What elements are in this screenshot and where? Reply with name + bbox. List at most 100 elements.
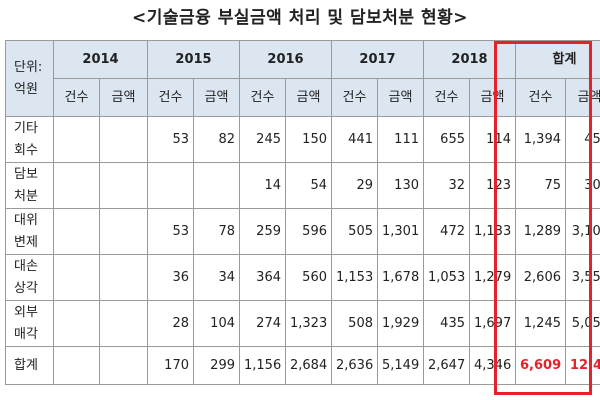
row-label: 매각 <box>14 326 38 342</box>
row-label-cell: 담보 처분 <box>5 162 54 209</box>
table-row: 대손 상각 36 34 364 560 1,153 1,678 1,053 1,279 2,606 3… <box>5 254 600 301</box>
table-cell: 170 <box>147 346 194 385</box>
table-cell: 364 <box>239 254 286 301</box>
table-cell: 5,149 <box>377 346 424 385</box>
table-cell <box>99 208 148 255</box>
table-cell: 2,647 <box>423 346 470 385</box>
table-cell: 2,636 <box>331 346 378 385</box>
year-header-2018: 2018 <box>423 40 516 79</box>
sub-header-amount: 금액 <box>285 78 332 117</box>
table-title: <기술금융 부실금액 처리 및 담보처분 현황> <box>132 8 468 28</box>
table-cell: 5,053 <box>564 300 600 347</box>
row-label-cell: 외부 매각 <box>5 300 54 347</box>
table-cell: 14 <box>239 162 286 209</box>
table-cell: 75 <box>515 162 566 209</box>
table-cell: 1,245 <box>515 300 566 347</box>
table-cell: 1,697 <box>469 300 516 347</box>
table-cell: 307 <box>564 162 600 209</box>
table-cell: 1,394 <box>515 116 566 163</box>
table-cell <box>53 116 100 163</box>
table-cell: 53 <box>147 116 194 163</box>
table-body: 기타회수53822451504411116551141,394457담보처분14… <box>5 116 600 385</box>
table-cell: 104 <box>193 300 240 347</box>
table-row: 담보처분 1454291303212375307 <box>5 162 600 209</box>
table-cell: 655 <box>423 116 470 163</box>
table-cell: 299 <box>193 346 240 385</box>
sub-header-amount: 금액 <box>193 78 240 117</box>
table-cell: 2,606 <box>515 254 566 301</box>
table-cell <box>53 208 100 255</box>
sub-header-count: 건수 <box>423 78 470 117</box>
table-cell: 12,477 <box>564 346 600 385</box>
year-header-2014: 2014 <box>53 40 148 79</box>
data-table: 단위: 억원 2014 2015 2016 2017 2018 합계 건수 금액… <box>5 40 600 385</box>
table-cell: 1,929 <box>377 300 424 347</box>
table-cell: 1,133 <box>469 208 516 255</box>
table-cell <box>193 162 240 209</box>
table-cell <box>99 254 148 301</box>
year-header-total: 합계 <box>514 40 600 79</box>
row-label: 회수 <box>14 142 38 158</box>
table-cell: 3,109 <box>564 208 600 255</box>
table-cell: 111 <box>377 116 424 163</box>
table-cell: 259 <box>239 208 286 255</box>
table-cell: 28 <box>147 300 194 347</box>
sub-header-amount: 금액 <box>377 78 424 117</box>
table-cell: 114 <box>469 116 516 163</box>
table-cell: 130 <box>377 162 424 209</box>
table-cell: 1,289 <box>515 208 566 255</box>
year-header-2016: 2016 <box>239 40 332 79</box>
row-label: 대손 <box>14 258 38 274</box>
table-cell: 1,301 <box>377 208 424 255</box>
table-cell: 1,156 <box>239 346 286 385</box>
table-cell: 2,684 <box>285 346 332 385</box>
table-cell: 54 <box>285 162 332 209</box>
table-cell: 1,153 <box>331 254 378 301</box>
table-cell: 435 <box>423 300 470 347</box>
sub-header-count: 건수 <box>515 78 566 117</box>
table-row: 합계 170 299 1,156 2,684 2,636 5,149 2,647 4,346 6,… <box>5 346 600 385</box>
table-cell: 123 <box>469 162 516 209</box>
sub-header-count: 건수 <box>331 78 378 117</box>
data-table-container: 단위: 억원 2014 2015 2016 2017 2018 합계 건수 금액… <box>5 40 600 385</box>
table-cell: 441 <box>331 116 378 163</box>
year-header-2017: 2017 <box>331 40 424 79</box>
table-cell <box>53 346 100 385</box>
table-cell: 53 <box>147 208 194 255</box>
table-cell: 150 <box>285 116 332 163</box>
year-header-row: 단위: 억원 2014 2015 2016 2017 2018 합계 <box>5 40 600 117</box>
table-cell: 1,323 <box>285 300 332 347</box>
table-cell: 596 <box>285 208 332 255</box>
table-cell <box>99 116 148 163</box>
table-cell: 505 <box>331 208 378 255</box>
table-cell: 508 <box>331 300 378 347</box>
row-label: 변제 <box>14 234 38 250</box>
table-cell: 560 <box>285 254 332 301</box>
row-label: 담보 <box>14 166 38 182</box>
table-cell: 36 <box>147 254 194 301</box>
row-label-cell: 합계 <box>5 346 54 385</box>
table-cell <box>99 162 148 209</box>
row-label: 대위 <box>14 212 38 228</box>
sub-header-amount: 금액 <box>99 78 148 117</box>
sub-header-amount: 금액 <box>564 78 600 117</box>
table-cell: 32 <box>423 162 470 209</box>
year-header-2015: 2015 <box>147 40 240 79</box>
table-cell: 4,346 <box>469 346 516 385</box>
unit-corner-cell: 단위: 억원 <box>5 40 54 117</box>
table-cell: 245 <box>239 116 286 163</box>
table-cell: 3,551 <box>564 254 600 301</box>
row-label: 기타 <box>14 120 38 136</box>
row-label: 상각 <box>14 280 38 296</box>
table-cell: 6,609 <box>515 346 566 385</box>
table-cell: 274 <box>239 300 286 347</box>
table-cell <box>53 300 100 347</box>
table-cell: 1,678 <box>377 254 424 301</box>
table-cell <box>53 162 100 209</box>
table-cell: 82 <box>193 116 240 163</box>
table-cell: 472 <box>423 208 470 255</box>
